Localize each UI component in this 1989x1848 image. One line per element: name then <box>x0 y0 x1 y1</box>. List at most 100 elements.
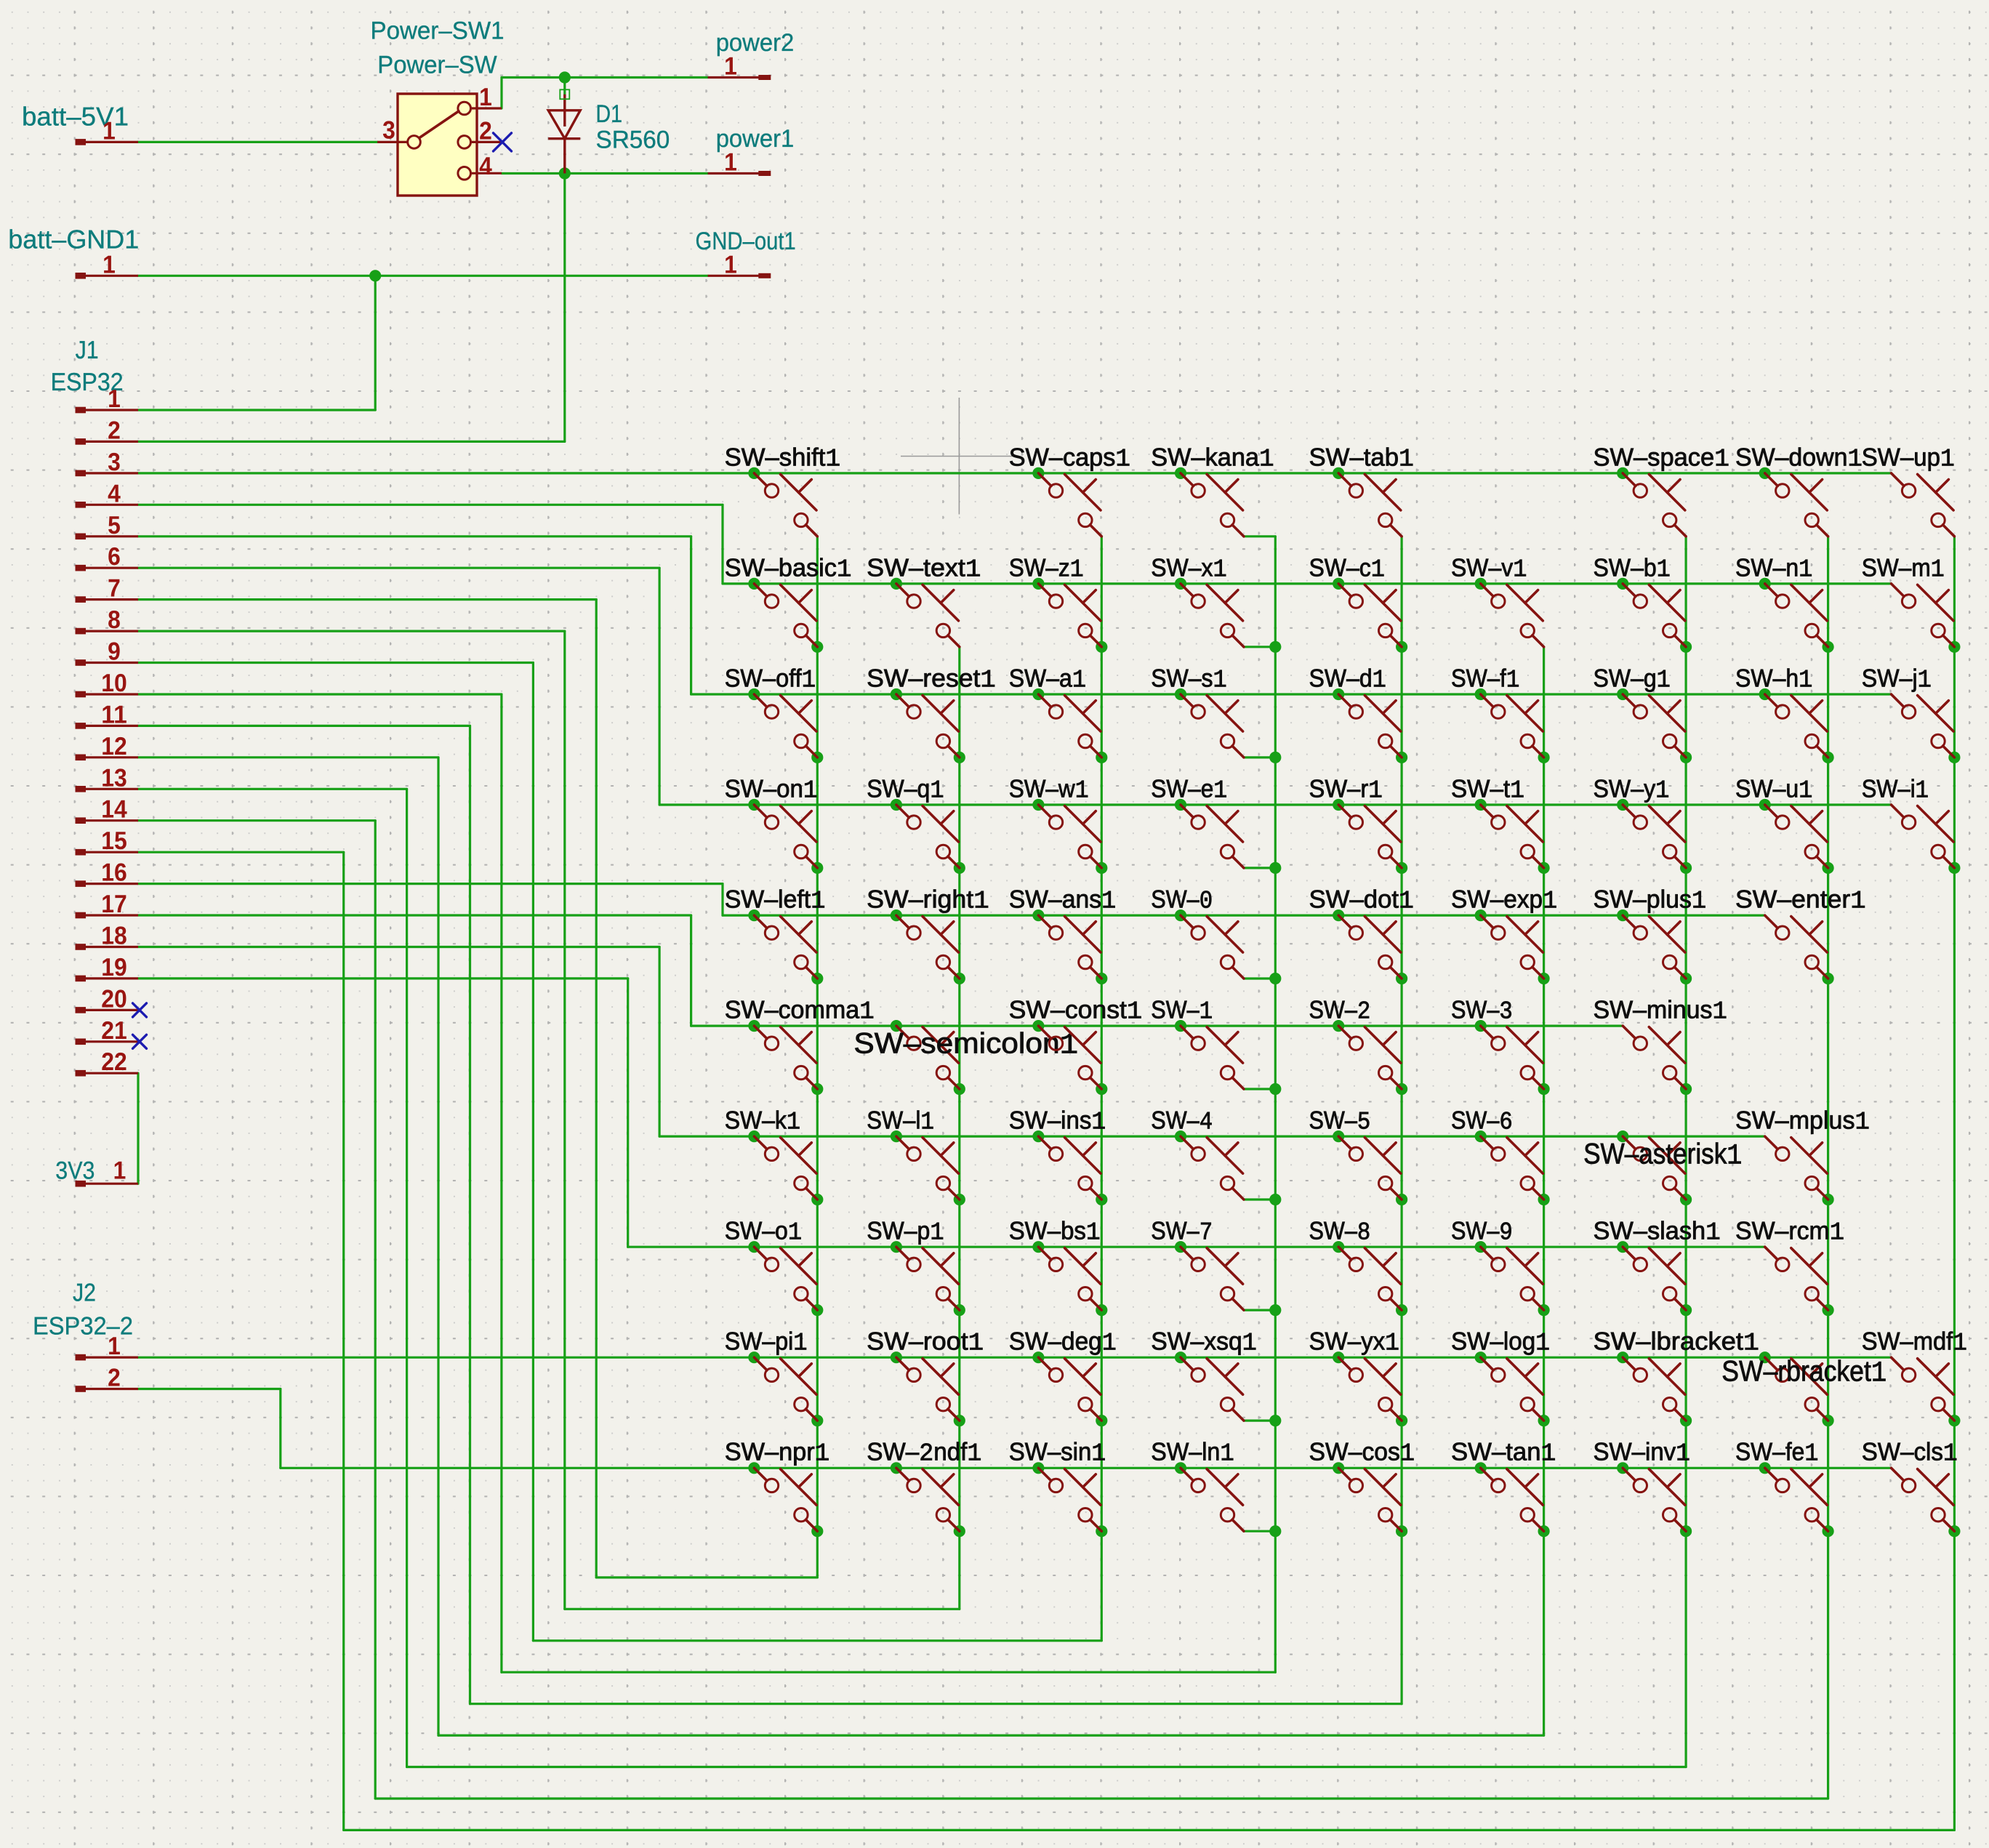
svg-text:22: 22 <box>101 1048 127 1076</box>
svg-text:SR560: SR560 <box>596 126 670 153</box>
svg-text:SW–deg1: SW–deg1 <box>1009 1328 1117 1358</box>
svg-text:1: 1 <box>724 149 737 177</box>
svg-text:SW–9: SW–9 <box>1451 1218 1513 1248</box>
svg-text:SW–inv1: SW–inv1 <box>1594 1439 1691 1469</box>
svg-text:6: 6 <box>108 543 121 571</box>
svg-text:1: 1 <box>103 252 116 279</box>
svg-text:SW–c1: SW–c1 <box>1309 554 1385 584</box>
svg-text:ESP32–2: ESP32–2 <box>33 1312 133 1340</box>
svg-text:SW–plus1: SW–plus1 <box>1594 886 1707 916</box>
svg-text:SW–2ndf1: SW–2ndf1 <box>867 1439 981 1469</box>
svg-text:Power–SW: Power–SW <box>377 52 497 79</box>
svg-text:SW–pi1: SW–pi1 <box>725 1328 808 1358</box>
svg-text:power1: power1 <box>716 125 795 153</box>
svg-text:SW–f1: SW–f1 <box>1451 664 1519 694</box>
svg-text:SW–down1: SW–down1 <box>1735 443 1863 473</box>
svg-text:3: 3 <box>382 117 395 145</box>
svg-text:SW–yx1: SW–yx1 <box>1309 1328 1400 1358</box>
svg-text:GND–out1: GND–out1 <box>696 228 796 255</box>
svg-text:19: 19 <box>101 954 127 981</box>
svg-text:2: 2 <box>108 1365 121 1392</box>
svg-text:SW–b1: SW–b1 <box>1594 554 1671 584</box>
svg-text:1: 1 <box>724 251 737 278</box>
svg-text:batt–5V1: batt–5V1 <box>22 102 129 132</box>
svg-text:SW–m1: SW–m1 <box>1862 554 1945 584</box>
svg-text:10: 10 <box>101 670 127 697</box>
svg-text:SW–mdf1: SW–mdf1 <box>1862 1328 1967 1358</box>
svg-text:3: 3 <box>108 449 121 476</box>
svg-text:SW–up1: SW–up1 <box>1862 443 1955 473</box>
svg-text:SW–ins1: SW–ins1 <box>1009 1107 1106 1137</box>
svg-text:12: 12 <box>101 733 127 760</box>
svg-text:SW–dot1: SW–dot1 <box>1309 886 1414 916</box>
svg-text:SW–mplus1: SW–mplus1 <box>1735 1107 1870 1137</box>
svg-text:4: 4 <box>479 153 492 180</box>
svg-text:13: 13 <box>101 764 127 792</box>
svg-text:SW–cls1: SW–cls1 <box>1862 1439 1958 1469</box>
svg-text:SW–g1: SW–g1 <box>1594 664 1671 694</box>
svg-text:9: 9 <box>108 638 121 666</box>
svg-text:SW–2: SW–2 <box>1309 997 1371 1027</box>
svg-text:J2: J2 <box>73 1279 96 1306</box>
svg-text:SW–8: SW–8 <box>1309 1218 1371 1248</box>
svg-text:2: 2 <box>479 118 492 145</box>
svg-text:3V3: 3V3 <box>55 1157 95 1184</box>
svg-text:SW–h1: SW–h1 <box>1735 664 1812 694</box>
svg-text:SW–a1: SW–a1 <box>1009 664 1086 694</box>
svg-text:SW–bs1: SW–bs1 <box>1009 1218 1101 1248</box>
svg-text:4: 4 <box>108 480 121 507</box>
svg-text:SW–ln1: SW–ln1 <box>1151 1439 1234 1469</box>
svg-text:7: 7 <box>108 575 121 603</box>
svg-text:Power–SW1: Power–SW1 <box>371 17 505 45</box>
svg-text:17: 17 <box>101 891 127 918</box>
svg-text:SW–z1: SW–z1 <box>1009 554 1084 584</box>
svg-text:SW–y1: SW–y1 <box>1594 775 1670 805</box>
svg-text:SW–sin1: SW–sin1 <box>1009 1439 1106 1469</box>
svg-text:SW–i1: SW–i1 <box>1862 775 1929 805</box>
svg-text:14: 14 <box>101 796 127 824</box>
svg-text:15: 15 <box>101 827 127 855</box>
svg-text:SW–3: SW–3 <box>1451 997 1513 1027</box>
svg-text:SW–basic1: SW–basic1 <box>725 554 852 584</box>
svg-text:D1: D1 <box>596 100 623 128</box>
svg-text:SW–v1: SW–v1 <box>1451 554 1527 584</box>
svg-text:SW–5: SW–5 <box>1309 1107 1371 1137</box>
svg-text:SW–p1: SW–p1 <box>867 1218 944 1248</box>
svg-text:1: 1 <box>108 1333 121 1360</box>
svg-text:1: 1 <box>108 385 121 413</box>
svg-text:21: 21 <box>101 1017 127 1045</box>
svg-text:1: 1 <box>113 1157 126 1184</box>
svg-text:SW–j1: SW–j1 <box>1862 664 1932 694</box>
svg-text:SW–0: SW–0 <box>1151 886 1213 916</box>
svg-text:SW–x1: SW–x1 <box>1151 554 1226 584</box>
svg-text:SW–l1: SW–l1 <box>867 1107 934 1137</box>
svg-text:5: 5 <box>108 512 121 539</box>
svg-text:ESP32: ESP32 <box>51 369 124 396</box>
svg-text:SW–fe1: SW–fe1 <box>1735 1439 1818 1469</box>
svg-text:SW–7: SW–7 <box>1151 1218 1213 1248</box>
svg-text:J1: J1 <box>76 337 99 364</box>
svg-text:SW–r1: SW–r1 <box>1309 775 1383 805</box>
svg-text:SW–d1: SW–d1 <box>1309 664 1386 694</box>
svg-text:1: 1 <box>479 84 492 111</box>
svg-text:SW–q1: SW–q1 <box>867 775 944 805</box>
svg-text:SW–shift1: SW–shift1 <box>725 443 841 473</box>
svg-text:SW–rbracket1: SW–rbracket1 <box>1721 1355 1886 1390</box>
svg-text:SW–1: SW–1 <box>1151 997 1213 1027</box>
svg-text:SW–o1: SW–o1 <box>725 1218 802 1248</box>
svg-text:20: 20 <box>101 985 127 1013</box>
svg-text:SW–cos1: SW–cos1 <box>1309 1439 1415 1469</box>
svg-text:16: 16 <box>101 859 127 887</box>
svg-text:SW–on1: SW–on1 <box>725 775 818 805</box>
svg-text:power2: power2 <box>716 29 795 57</box>
svg-text:SW–space1: SW–space1 <box>1594 443 1729 473</box>
svg-text:SW–6: SW–6 <box>1451 1107 1513 1137</box>
svg-text:SW–n1: SW–n1 <box>1735 554 1812 584</box>
svg-text:SW–s1: SW–s1 <box>1151 664 1226 694</box>
